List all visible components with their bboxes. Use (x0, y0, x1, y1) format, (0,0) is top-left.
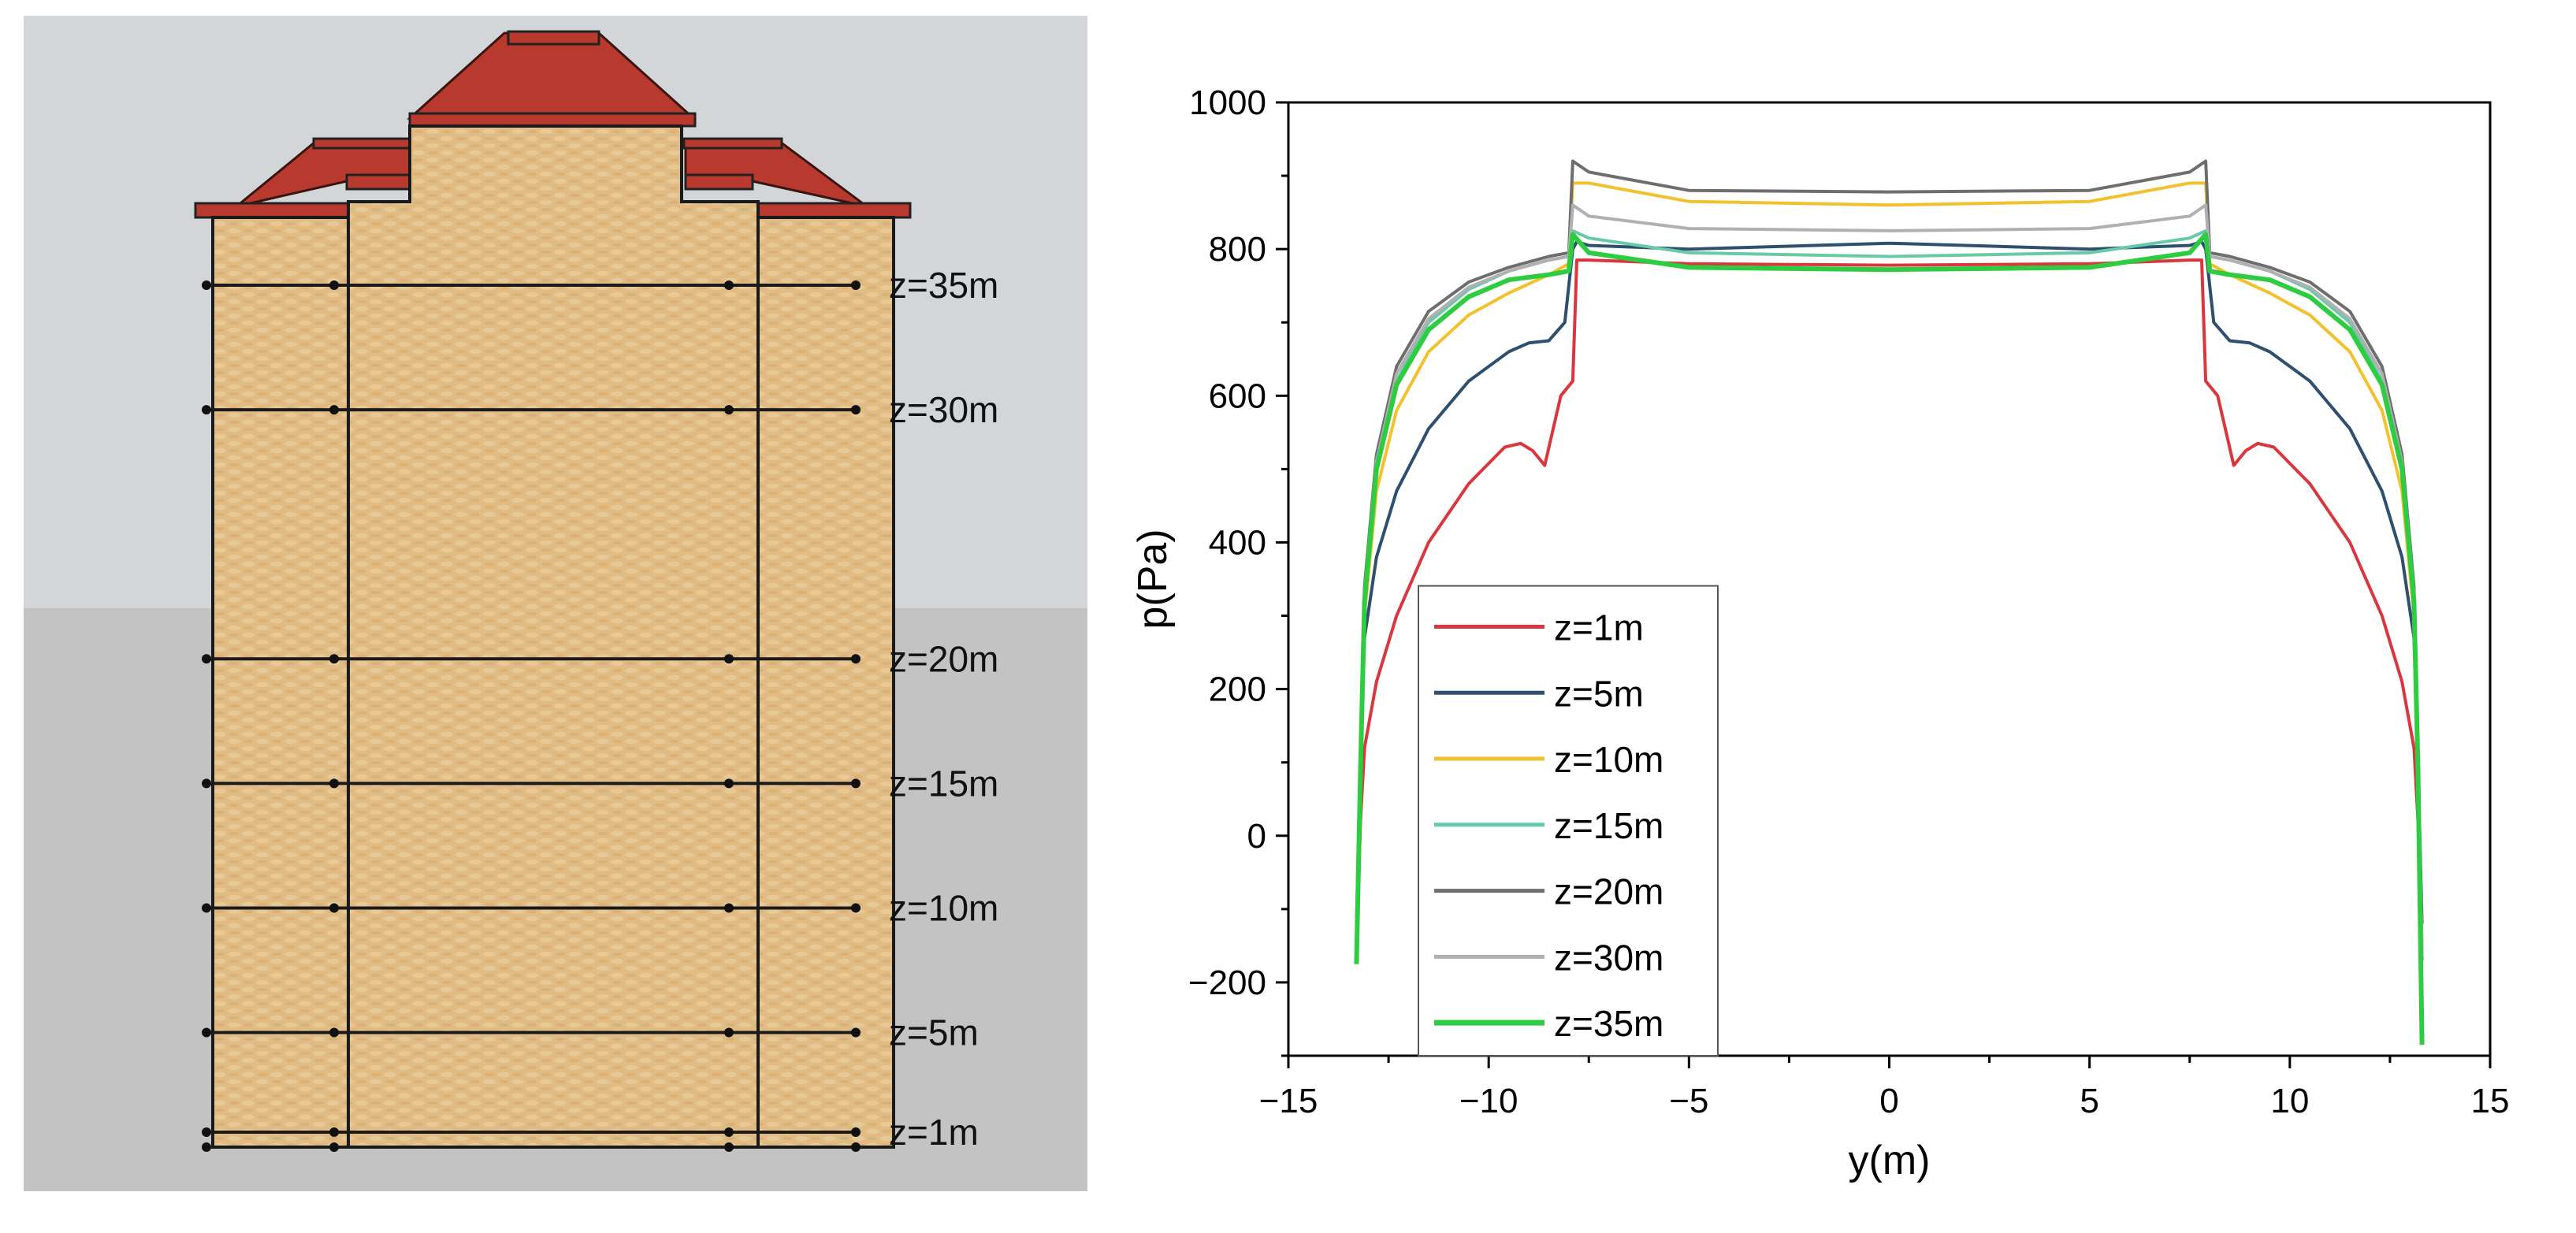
x-axis-label: y(m) (1849, 1138, 1931, 1183)
level-node (329, 654, 339, 664)
legend-label: z=20m (1554, 871, 1663, 912)
axis-ticks: −15 −10 −5 0 5 10 15 −200 0 200 400 600 800 1000 (1188, 84, 2510, 1120)
building-elevation: z=35m z=30m z=20m z=15m z=10m z=5m z=1m (24, 16, 1087, 1191)
level-node (724, 778, 734, 789)
level-node (202, 280, 211, 290)
y-tick-label: 600 (1209, 377, 1266, 415)
y-tick-label: 0 (1247, 817, 1266, 856)
level-node (724, 903, 734, 913)
level-node (851, 1127, 861, 1137)
pressure-chart: −15 −10 −5 0 5 10 15 −200 0 200 400 600 800 1000 y(m)… (1130, 84, 2510, 1183)
x-tick-label: −15 (1259, 1082, 1318, 1120)
base-node (202, 1142, 211, 1152)
level-node (202, 654, 211, 664)
x-tick-label: −5 (1669, 1082, 1708, 1120)
y-axis-label: p(Pa) (1130, 529, 1176, 629)
series-line-z-15m (1355, 228, 2424, 953)
level-node (329, 405, 339, 415)
level-label: z=15m (889, 763, 998, 804)
roof (194, 30, 912, 219)
level-label: z=10m (889, 887, 998, 928)
y-tick-label: −200 (1188, 964, 1266, 1002)
base-node (329, 1142, 339, 1152)
legend-label: z=5m (1554, 673, 1644, 714)
level-label: z=35m (889, 265, 998, 306)
level-node (724, 1127, 734, 1137)
level-label: z=30m (889, 389, 998, 430)
level-node (724, 654, 734, 664)
y-tick-label: 400 (1209, 523, 1266, 562)
base-node (851, 1142, 861, 1152)
level-node (202, 405, 211, 415)
level-label: z=5m (889, 1012, 979, 1053)
legend-label: z=35m (1554, 1003, 1663, 1044)
y-tick-label: 800 (1209, 230, 1266, 269)
level-node (329, 1027, 339, 1038)
series-line-z-20m (1355, 159, 2424, 961)
legend-label: z=30m (1554, 937, 1663, 978)
y-tick-label: 200 (1209, 670, 1266, 709)
series-group (1354, 159, 2425, 1045)
level-node (202, 903, 211, 913)
series-line-z-10m (1355, 181, 2424, 946)
level-node (202, 1127, 211, 1137)
level-node (851, 778, 861, 789)
level-node (202, 1027, 211, 1038)
level-node (329, 903, 339, 913)
x-tick-label: 5 (2080, 1082, 2098, 1120)
pressure-chart-panel: −15 −10 −5 0 5 10 15 −200 0 200 400 600 800 1000 y(m)… (1103, 0, 2576, 1229)
series-line-z-5m (1355, 240, 2424, 924)
legend-box (1418, 585, 1719, 1057)
base-node (724, 1142, 734, 1152)
series-line-z-1m (1355, 258, 2424, 953)
series-line-z-35m (1354, 232, 2425, 1045)
x-tick-label: 15 (2471, 1082, 2510, 1120)
legend-label: z=15m (1554, 805, 1663, 846)
level-label: z=1m (889, 1112, 979, 1153)
level-node (851, 654, 861, 664)
level-node (851, 280, 861, 290)
level-lines: z=35m z=30m z=20m z=15m z=10m z=5m z=1m (202, 265, 998, 1153)
level-node (329, 778, 339, 789)
legend-label: z=1m (1554, 607, 1644, 648)
level-node (724, 280, 734, 290)
level-node (851, 903, 861, 913)
level-node (851, 1027, 861, 1038)
x-tick-label: −10 (1459, 1082, 1518, 1120)
level-node (851, 405, 861, 415)
level-node (329, 280, 339, 290)
x-tick-label: 0 (1879, 1082, 1898, 1120)
legend: z=1m z=5m z=10m z=15m z=20m z=30m z=35m (1418, 585, 1719, 1057)
series-line-z-30m (1355, 203, 2424, 957)
legend-label: z=10m (1554, 739, 1663, 780)
facade (211, 124, 895, 1149)
level-node (724, 1027, 734, 1038)
level-node (724, 405, 734, 415)
y-tick-label: 1000 (1189, 84, 1266, 122)
x-tick-label: 10 (2270, 1082, 2309, 1120)
building-elevation-panel: z=35m z=30m z=20m z=15m z=10m z=5m z=1m (0, 0, 1103, 1229)
level-label: z=20m (889, 638, 998, 679)
level-node (202, 778, 211, 789)
level-node (329, 1127, 339, 1137)
